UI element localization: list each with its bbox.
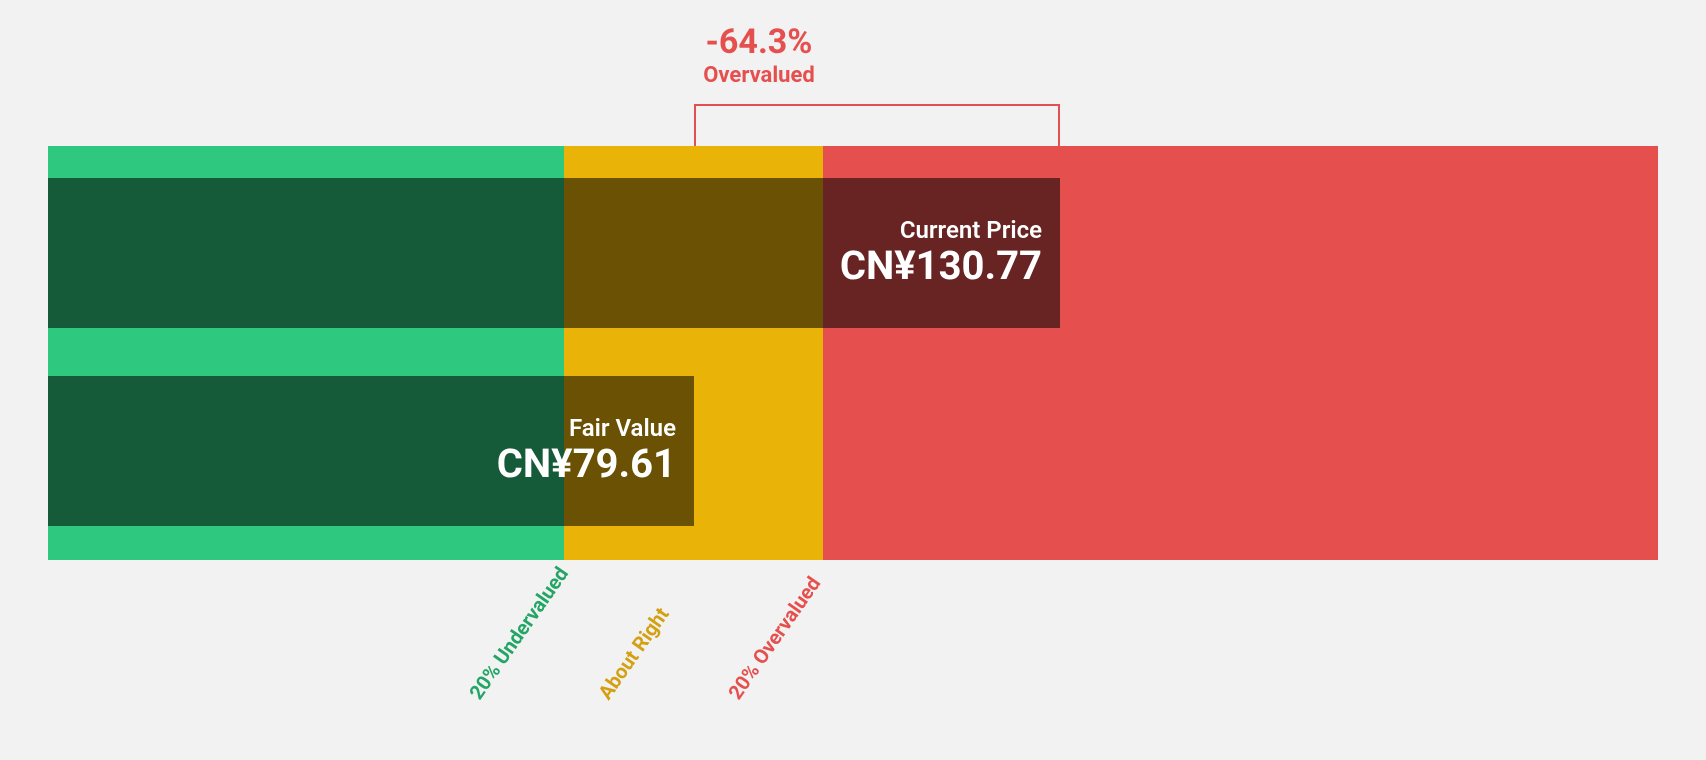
zone-undervalued — [48, 146, 564, 560]
range-indicator-right-tick — [1058, 106, 1060, 148]
bar-fair-label: Fair ValueCN¥79.61 — [48, 415, 676, 485]
zone-overvalued — [823, 146, 1658, 560]
bar-current-value: CN¥130.77 — [48, 245, 1042, 287]
axis-label: 20% Undervalued — [464, 562, 573, 703]
bar-current-label: Current PriceCN¥130.77 — [48, 217, 1042, 287]
range-indicator-left-tick — [694, 106, 696, 148]
overvaluation-callout: -64.3% Overvalued — [703, 24, 814, 90]
axis-label: About Right — [593, 603, 674, 704]
axis-label: 20% Overvalued — [723, 572, 825, 704]
bar-fair-title: Fair Value — [48, 415, 676, 441]
overvaluation-percent: -64.3% — [703, 24, 814, 61]
bar-current-title: Current Price — [48, 217, 1042, 243]
zone-aboutright — [564, 146, 823, 560]
overvaluation-status: Overvalued — [703, 63, 814, 89]
bar-fair-value: CN¥79.61 — [48, 443, 676, 485]
valuation-bar-chart: Current PriceCN¥130.77 Fair ValueCN¥79.61 — [48, 146, 1658, 560]
valuation-chart: -64.3% Overvalued Current PriceCN¥130.77… — [0, 0, 1706, 760]
range-indicator — [694, 104, 1060, 106]
